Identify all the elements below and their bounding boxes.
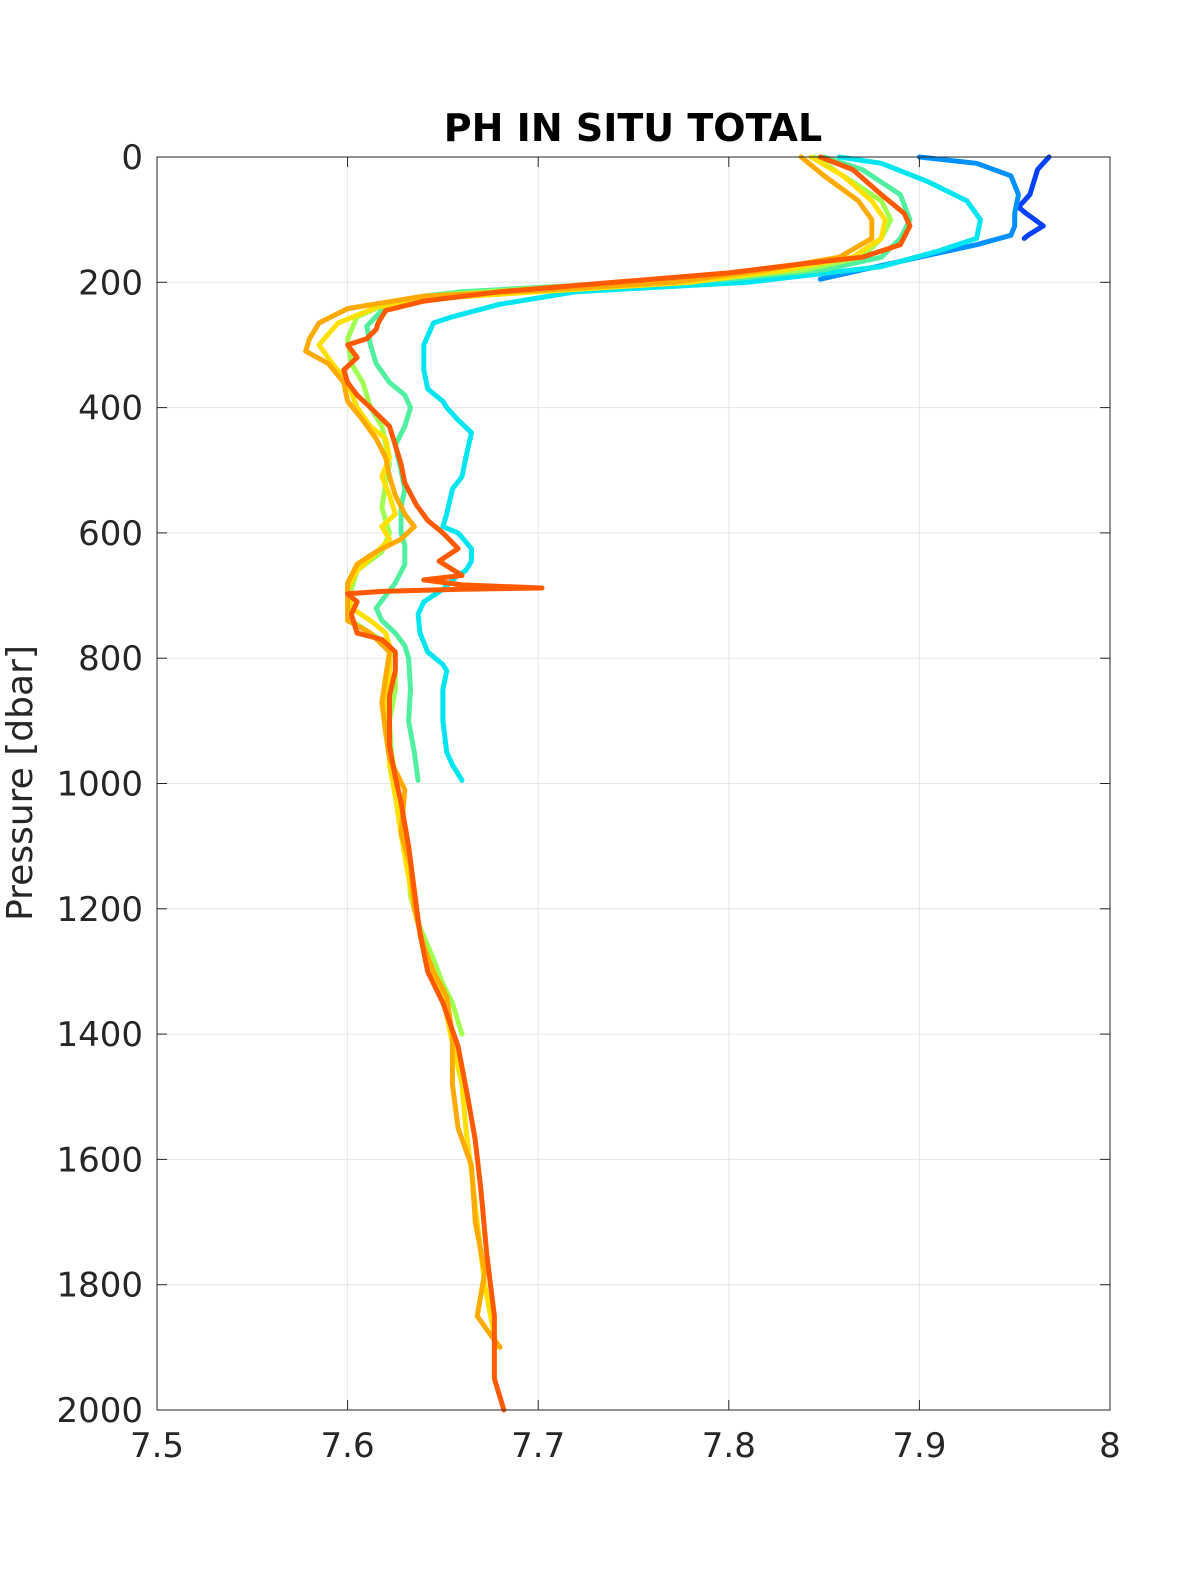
x-tick-label: 7.8 <box>702 1426 756 1466</box>
y-tick-label: 1000 <box>56 765 143 805</box>
y-tick-label: 1400 <box>56 1015 143 1055</box>
y-tick-label: 400 <box>78 389 143 429</box>
profile-line <box>415 154 983 783</box>
y-tick-label: 1200 <box>56 890 143 930</box>
x-tick-label: 8 <box>1099 1426 1121 1466</box>
y-tick-label: 800 <box>78 639 143 679</box>
x-tick-label: 7.6 <box>321 1426 375 1466</box>
y-tick-label: 600 <box>78 514 143 554</box>
profile-line <box>316 154 888 1350</box>
grid-lines <box>156 156 1111 1411</box>
x-tick-label: 7.7 <box>511 1426 565 1466</box>
y-tick-label: 2000 <box>56 1391 143 1431</box>
chart-title: PH IN SITU TOTAL <box>444 106 822 150</box>
profile-line <box>341 154 913 1413</box>
profile-line <box>1016 154 1052 241</box>
y-tick-label: 0 <box>121 138 143 178</box>
axis-ticks: 7.5 7.6 7.7 7.8 7.9 8 0 200 400 600 800 1000 1200 140… <box>56 138 1120 1466</box>
profile-line <box>364 154 913 783</box>
series-group <box>303 154 1052 1413</box>
y-tick-label: 200 <box>78 263 143 303</box>
x-tick-label: 7.9 <box>892 1426 946 1466</box>
x-tick-label: 7.5 <box>130 1426 184 1466</box>
y-tick-label: 1600 <box>56 1140 143 1180</box>
y-axis-label: Pressure [dbar] <box>0 645 41 921</box>
y-tick-label: 1800 <box>56 1266 143 1306</box>
